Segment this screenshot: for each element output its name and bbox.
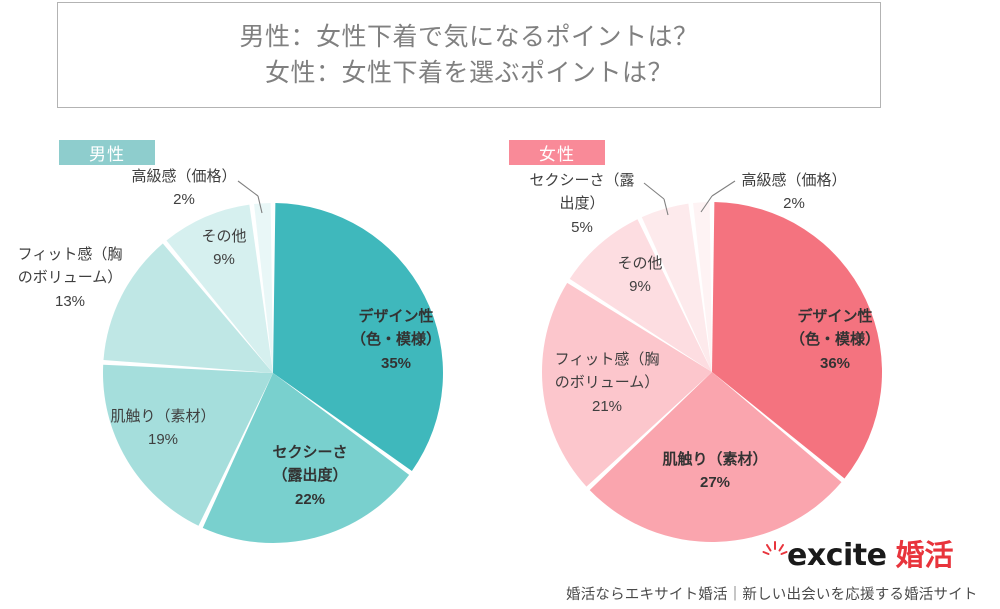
title-line-1: 男性：女性下着で気になるポイントは？ [239, 22, 699, 51]
logo-excite-text: excite [787, 538, 887, 573]
male-slice-label-other: その他 9% [201, 228, 247, 269]
badge-male: 男性 [59, 140, 155, 165]
female-slice-label-other: その他 9% [617, 255, 663, 296]
leader-line-female-sexy [643, 182, 665, 200]
male-slice-label-premium: 高級感（価格） 2% [131, 168, 237, 209]
leader-line-male-premium [237, 180, 259, 197]
female-slice-5 [693, 202, 712, 372]
male-slice-label-sexy: セクシーさ （露出度） 22% [272, 444, 348, 508]
leader-line-male-premium-2 [257, 195, 263, 214]
leader-line-female-premium [711, 180, 736, 197]
female-slice-label-fit: フィット感（胸 のボリューム） 21% [554, 351, 660, 415]
leader-lines [237, 180, 736, 216]
female-slice-label-premium: 高級感（価格） 2% [741, 172, 847, 213]
leader-line-female-premium-2 [700, 195, 713, 213]
title-box: 男性：女性下着で気になるポイントは？ 女性：女性下着を選ぶポイントは？ [57, 2, 881, 108]
starburst-x-icon [762, 541, 788, 555]
female-slice-label-design: デザイン性 （色・模様） 36% [789, 308, 880, 372]
title-line-2: 女性：女性下着を選ぶポイントは？ [264, 59, 673, 87]
female-slice-label-sexy: セクシーさ（露 出度） 5% [529, 172, 635, 236]
excite-konkatsu-logo: excite 婚活 [762, 539, 953, 573]
female-slice-label-texture: 肌触り（素材） 27% [662, 451, 768, 492]
logo-konkatsu-text: 婚活 [895, 539, 954, 572]
footer-tagline: 婚活ならエキサイト婚活｜新しい出会いを応援する婚活サイト [566, 587, 978, 603]
male-slice-label-texture: 肌触り（素材） 19% [110, 408, 216, 449]
badge-female: 女性 [509, 140, 605, 165]
male-slice-label-design: デザイン性 （色・模様） 35% [350, 308, 441, 372]
male-slice-label-fit: フィット感（胸 のボリューム） 13% [17, 246, 123, 310]
leader-line-female-sexy-2 [663, 198, 669, 216]
